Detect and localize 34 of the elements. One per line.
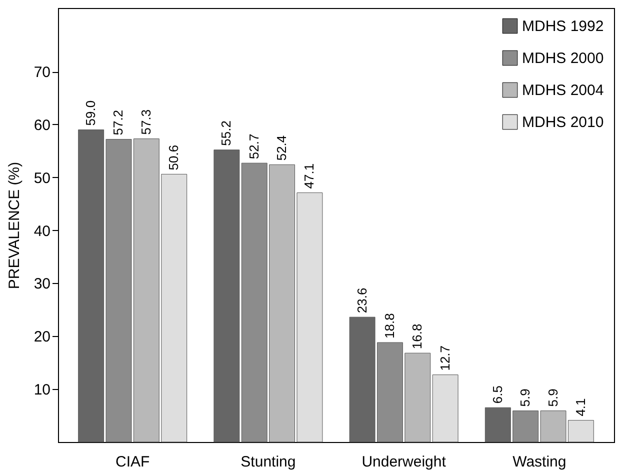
data-label: 5.9 [545, 388, 560, 407]
data-label: 52.4 [274, 135, 290, 161]
data-label: 52.7 [246, 134, 262, 160]
data-label: 50.6 [166, 144, 182, 170]
bar [432, 374, 458, 442]
y-tick-label: 30 [34, 276, 50, 293]
bar [214, 150, 240, 442]
data-label: 57.3 [138, 109, 154, 135]
data-label: 59.0 [83, 100, 98, 126]
data-label: 16.8 [410, 324, 425, 350]
x-tick-label: Wasting [512, 454, 566, 470]
x-tick-label: Underweight [362, 454, 447, 470]
data-label: 55.2 [218, 120, 234, 146]
y-tick-label: 60 [34, 116, 50, 134]
data-label: 5.9 [518, 388, 533, 407]
data-label: 18.8 [382, 313, 397, 338]
legend-label: MDHS 1992 [522, 18, 604, 35]
legend-label: MDHS 2010 [522, 114, 604, 131]
x-tick-label: Stunting [240, 454, 296, 470]
data-label: 57.2 [110, 110, 126, 136]
data-label: 47.1 [302, 163, 317, 189]
y-tick-label: 40 [34, 222, 50, 240]
data-label: 12.7 [437, 345, 452, 371]
y-tick-label: 20 [34, 328, 50, 346]
y-tick-label: 10 [34, 382, 50, 399]
legend-label: MDHS 2000 [522, 50, 604, 67]
data-label: 6.5 [490, 386, 505, 404]
y-axis-title: PREVALENCE (%) [6, 162, 23, 290]
y-tick-label: 50 [34, 170, 50, 187]
x-tick-label: CIAF [116, 454, 150, 470]
data-label: 4.1 [572, 398, 588, 416]
y-tick-label: 70 [34, 64, 50, 82]
data-label: 23.6 [354, 288, 370, 314]
legend-label: MDHS 2004 [522, 82, 604, 99]
